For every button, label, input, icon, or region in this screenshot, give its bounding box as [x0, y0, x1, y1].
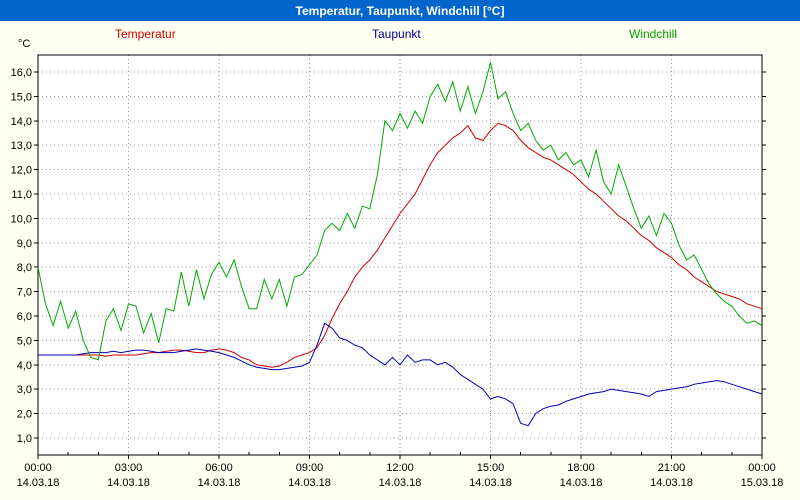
y-axis-unit-label: °C [18, 38, 31, 50]
y-tick-label: 4,0 [17, 360, 32, 372]
x-tick-time: 15:00 [477, 462, 505, 474]
y-tick-label: 12,0 [11, 165, 32, 177]
x-tick-time: 03:00 [115, 462, 143, 474]
x-tick-date: 14.03.18 [288, 477, 331, 489]
x-tick-date: 15.03.18 [741, 477, 784, 489]
y-tick-label: 13,0 [11, 140, 32, 152]
x-tick-date: 14.03.18 [379, 477, 422, 489]
x-tick-date: 14.03.18 [560, 477, 603, 489]
y-tick-label: 8,0 [17, 262, 32, 274]
title-bar: Temperatur, Taupunkt, Windchill [°C] [0, 0, 800, 21]
y-tick-label: 10,0 [11, 213, 32, 225]
x-tick-time: 00:00 [24, 462, 52, 474]
plot-border [37, 54, 763, 456]
x-tick-date: 14.03.18 [198, 477, 241, 489]
series-taupunkt-line [38, 322, 763, 427]
y-tick-label: 16,0 [11, 67, 32, 79]
y-tick-label: 3,0 [17, 384, 32, 396]
x-tick-date: 14.03.18 [469, 477, 512, 489]
x-tick-time: 00:00 [748, 462, 776, 474]
legend-item-taupunkt: Taupunkt [372, 27, 421, 41]
x-tick-time: 18:00 [567, 462, 595, 474]
y-tick-label: 15,0 [11, 91, 32, 103]
y-tick-label: 14,0 [11, 116, 32, 128]
series-windchill-line [37, 62, 763, 361]
y-tick-label: 9,0 [17, 238, 32, 250]
legend-item-temperatur: Temperatur [115, 27, 176, 41]
x-tick-time: 09:00 [296, 462, 324, 474]
y-tick-label: 6,0 [17, 311, 32, 323]
x-tick-time: 12:00 [386, 462, 414, 474]
y-tick-label: 7,0 [17, 287, 32, 299]
x-tick-date: 14.03.18 [17, 477, 60, 489]
y-tick-label: 11,0 [11, 189, 32, 201]
window-title: Temperatur, Taupunkt, Windchill [°C] [295, 3, 505, 18]
x-tick-date: 14.03.18 [650, 477, 693, 489]
x-tick-date: 14.03.18 [107, 477, 150, 489]
y-tick-label: 2,0 [17, 409, 32, 421]
x-tick-time: 06:00 [205, 462, 233, 474]
y-tick-label: 5,0 [17, 335, 32, 347]
x-tick-time: 21:00 [658, 462, 686, 474]
legend-item-windchill: Windchill [629, 27, 678, 41]
y-tick-label: 1,0 [17, 433, 32, 445]
